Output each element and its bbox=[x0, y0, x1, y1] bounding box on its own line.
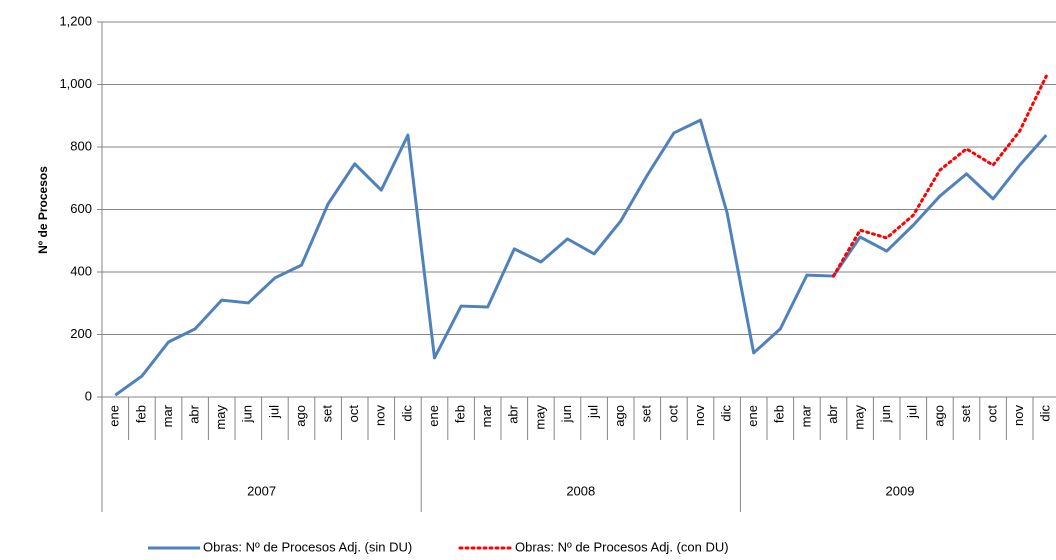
legend-label: Obras: Nº de Procesos Adj. (con DU) bbox=[515, 539, 729, 554]
x-tick-label: mar bbox=[479, 404, 494, 427]
x-tick-label: dic bbox=[1038, 405, 1053, 422]
x-tick-label: jun bbox=[878, 405, 893, 423]
y-axis-title: Nº de Procesos bbox=[36, 166, 50, 254]
x-tick-label: ago bbox=[612, 405, 627, 427]
x-tick-label: feb bbox=[133, 405, 148, 423]
x-tick-label: abr bbox=[825, 404, 840, 423]
x-tick-label: ago bbox=[293, 405, 308, 427]
x-tick-label: oct bbox=[346, 405, 361, 423]
x-tick-label: dic bbox=[719, 405, 734, 422]
x-tick-label: set bbox=[320, 405, 335, 423]
x-tick-label: nov bbox=[692, 405, 707, 426]
x-tick-label: oct bbox=[985, 405, 1000, 423]
x-tick-label: jul bbox=[586, 405, 601, 419]
y-tick-label: 0 bbox=[85, 388, 92, 403]
y-tick-label: 600 bbox=[70, 201, 92, 216]
y-tick-label: 1,200 bbox=[59, 13, 92, 28]
x-tick-label: nov bbox=[1011, 405, 1026, 426]
year-label: 2007 bbox=[247, 483, 276, 498]
x-tick-label: abr bbox=[506, 404, 521, 423]
x-tick-label: nov bbox=[373, 405, 388, 426]
legend-label: Obras: Nº de Procesos Adj. (sin DU) bbox=[203, 539, 412, 554]
series-line bbox=[114, 118, 1048, 397]
x-tick-label: feb bbox=[453, 405, 468, 423]
x-tick-label: feb bbox=[772, 405, 787, 423]
x-tick-label: mar bbox=[160, 404, 175, 427]
series-line bbox=[832, 74, 1048, 278]
x-tick-label: abr bbox=[187, 404, 202, 423]
x-tick-label: oct bbox=[665, 405, 680, 423]
x-tick-label: ene bbox=[107, 405, 122, 427]
y-tick-label: 400 bbox=[70, 263, 92, 278]
x-tick-label: jul bbox=[905, 405, 920, 419]
x-tick-label: may bbox=[213, 405, 228, 430]
y-tick-label: 800 bbox=[70, 138, 92, 153]
x-tick-label: may bbox=[852, 405, 867, 430]
x-tick-label: ene bbox=[745, 405, 760, 427]
x-tick-label: jun bbox=[240, 405, 255, 423]
x-tick-label: set bbox=[958, 405, 973, 423]
year-label: 2009 bbox=[886, 483, 915, 498]
x-tick-label: set bbox=[639, 405, 654, 423]
x-tick-label: jun bbox=[559, 405, 574, 423]
y-tick-label: 200 bbox=[70, 326, 92, 341]
year-label: 2008 bbox=[566, 483, 595, 498]
x-tick-label: ene bbox=[426, 405, 441, 427]
x-tick-label: mar bbox=[798, 404, 813, 427]
x-tick-label: jul bbox=[266, 405, 281, 419]
x-tick-label: ago bbox=[931, 405, 946, 427]
y-tick-label: 1,000 bbox=[59, 76, 92, 91]
x-tick-label: dic bbox=[399, 405, 414, 422]
x-tick-label: may bbox=[532, 405, 547, 430]
